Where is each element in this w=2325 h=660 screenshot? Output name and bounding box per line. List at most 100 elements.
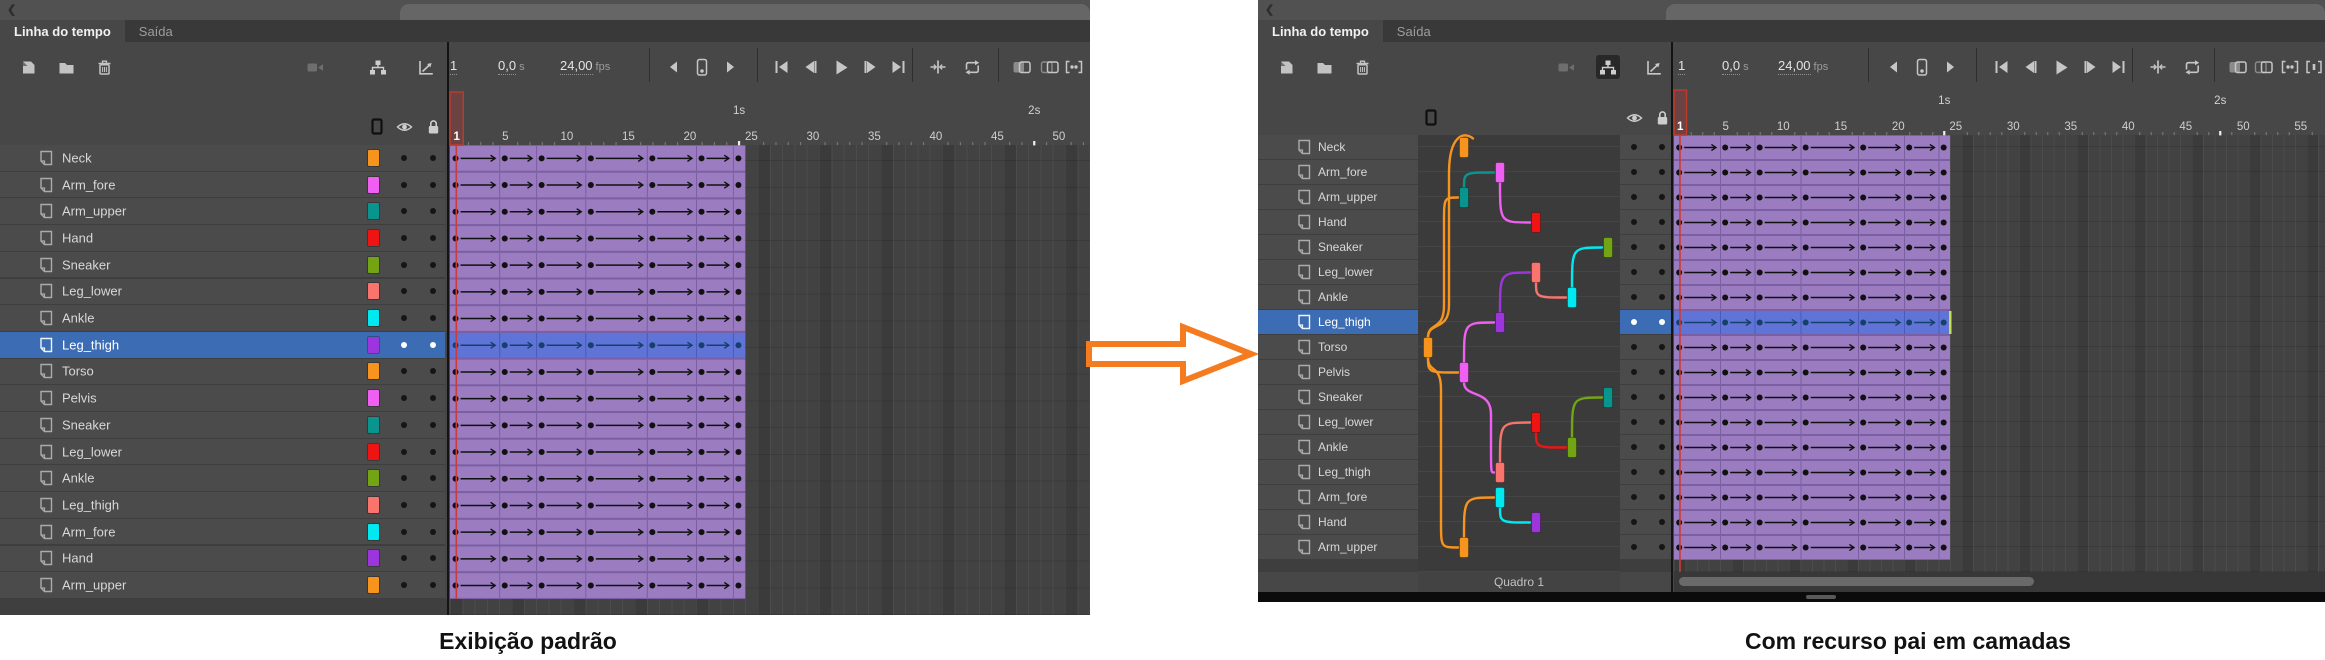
layer-outline-color-swatch[interactable] — [368, 256, 379, 273]
layer-lock-dot[interactable] — [1659, 294, 1665, 300]
layer-visibility-dot[interactable] — [401, 181, 407, 188]
add-camera-icon[interactable] — [1554, 55, 1578, 79]
new-layer-icon[interactable] — [16, 55, 40, 79]
show-hide-all-layers-icon[interactable] — [396, 121, 413, 133]
layer-name[interactable]: Pelvis — [62, 390, 97, 406]
loop-playback-icon[interactable] — [2180, 55, 2204, 79]
layer-visibility-dot[interactable] — [1631, 444, 1637, 450]
go-to-last-frame-icon[interactable] — [886, 55, 910, 79]
layer-visibility-dot[interactable] — [401, 234, 407, 241]
layer-name[interactable]: Leg_thigh — [1318, 315, 1371, 329]
layer-name[interactable]: Hand — [62, 230, 94, 246]
layer-row[interactable]: Leg_thigh — [0, 492, 445, 518]
layer-name[interactable]: Arm_fore — [1318, 165, 1368, 179]
layer-name[interactable]: Hand — [1318, 515, 1347, 529]
layer-name[interactable]: Neck — [1318, 140, 1346, 154]
new-layer-icon[interactable] — [1274, 55, 1298, 79]
layer-lock-dot[interactable] — [430, 368, 436, 375]
layer-name[interactable]: Leg_thigh — [62, 337, 120, 353]
layer-row[interactable]: Ankle — [0, 305, 445, 331]
layer-visibility-dot[interactable] — [401, 448, 407, 455]
layer-lock-dot[interactable] — [1659, 444, 1665, 450]
layer-name[interactable]: Leg_thigh — [62, 497, 120, 513]
layer-name[interactable]: Neck — [62, 150, 92, 166]
layer-name[interactable]: Hand — [62, 550, 94, 566]
layer-row[interactable]: Leg_lower — [1258, 260, 1671, 284]
layer-visibility-dot[interactable] — [1631, 469, 1637, 475]
layer-lock-dot[interactable] — [430, 341, 436, 348]
layer-row[interactable]: Torso — [1258, 335, 1671, 359]
layer-lock-dot[interactable] — [1659, 169, 1665, 175]
layer-outline-color-swatch[interactable] — [368, 203, 379, 220]
lock-unlock-all-layers-icon[interactable] — [426, 119, 441, 135]
layer-lock-dot[interactable] — [430, 234, 436, 241]
layer-name[interactable]: Arm_upper — [1318, 540, 1378, 554]
previous-frame-icon[interactable] — [1882, 55, 1906, 79]
layer-lock-dot[interactable] — [430, 448, 436, 455]
layer-name[interactable]: Sneaker — [62, 257, 111, 273]
layer-outline-color-swatch[interactable] — [368, 416, 379, 433]
current-frame-icon[interactable] — [1910, 55, 1934, 79]
layer-row[interactable]: Leg_thigh — [0, 331, 445, 358]
layer-visibility-dot[interactable] — [1631, 169, 1637, 175]
edit-multiple-frames-icon[interactable] — [2278, 55, 2302, 79]
layer-visibility-dot[interactable] — [1631, 394, 1637, 400]
layer-row[interactable]: Leg_lower — [0, 278, 445, 305]
layer-name[interactable]: Arm_upper — [62, 577, 127, 593]
layer-name[interactable]: Sneaker — [1318, 390, 1363, 404]
layer-lock-dot[interactable] — [430, 475, 436, 482]
loop-playback-icon[interactable] — [960, 55, 984, 79]
step-forward-icon[interactable] — [858, 55, 882, 79]
layer-row[interactable]: Sneaker — [0, 251, 445, 278]
layer-lock-dot[interactable] — [1659, 369, 1665, 375]
layer-lock-dot[interactable] — [1659, 244, 1665, 250]
layer-row[interactable]: Arm_upper — [0, 198, 445, 225]
layer-lock-dot[interactable] — [430, 421, 436, 428]
layer-lock-dot[interactable] — [1659, 469, 1665, 475]
lock-unlock-all-layers-icon[interactable] — [1655, 110, 1670, 126]
layer-parenting-view-icon[interactable] — [1596, 55, 1620, 79]
delete-layer-icon[interactable] — [1350, 55, 1374, 79]
collapse-chevron-icon[interactable]: ❮ — [7, 4, 17, 16]
layer-visibility-dot[interactable] — [401, 395, 407, 402]
tab-linha-do-tempo[interactable]: Linha do tempo — [1258, 20, 1383, 42]
current-frame-value[interactable]: 1 — [450, 58, 458, 75]
layer-parenting-view-icon[interactable] — [366, 55, 390, 79]
layer-lock-dot[interactable] — [430, 208, 436, 215]
layer-row[interactable]: Leg_lower — [0, 438, 445, 465]
layer-visibility-dot[interactable] — [1631, 319, 1637, 325]
layer-outline-color-swatch[interactable] — [368, 390, 379, 407]
layer-visibility-dot[interactable] — [401, 421, 407, 428]
step-back-icon[interactable] — [799, 55, 823, 79]
layer-lock-dot[interactable] — [430, 315, 436, 322]
layer-row[interactable]: Sneaker — [1258, 235, 1671, 259]
layer-visibility-dot[interactable] — [1631, 519, 1637, 525]
layer-name[interactable]: Arm_fore — [62, 524, 116, 540]
layer-row[interactable]: Hand — [1258, 210, 1671, 234]
collapse-chevron-icon[interactable]: ❮ — [1265, 4, 1275, 16]
layer-name[interactable]: Leg_thigh — [1318, 465, 1371, 479]
layer-outline-color-swatch[interactable] — [368, 470, 379, 487]
layer-visibility-dot[interactable] — [401, 208, 407, 215]
layer-outline-color-swatch[interactable] — [368, 176, 379, 193]
layer-visibility-dot[interactable] — [1631, 419, 1637, 425]
layer-lock-dot[interactable] — [430, 555, 436, 562]
new-folder-icon[interactable] — [54, 55, 78, 79]
timeline-scrollbar-thumb[interactable] — [1679, 577, 2034, 586]
layer-lock-dot[interactable] — [1659, 319, 1665, 325]
outline-color-column-icon[interactable] — [1425, 109, 1437, 126]
layer-outline-color-swatch[interactable] — [368, 229, 379, 246]
onion-skin-outlines-icon[interactable] — [1038, 55, 1062, 79]
layer-name[interactable]: Sneaker — [1318, 240, 1363, 254]
layer-outline-color-swatch[interactable] — [368, 149, 379, 166]
frame-rate-value[interactable]: 24,00 fps — [560, 58, 611, 75]
layer-name[interactable]: Arm_upper — [1318, 190, 1378, 204]
tab-linha-do-tempo[interactable]: Linha do tempo — [0, 20, 125, 42]
layer-row[interactable]: Hand — [0, 225, 445, 251]
panel-drag-pill[interactable] — [1666, 4, 2325, 20]
layer-lock-dot[interactable] — [430, 582, 436, 589]
layer-row[interactable]: Torso — [0, 358, 445, 385]
graph-editor-icon[interactable] — [414, 55, 438, 79]
layer-row[interactable]: Pelvis — [1258, 360, 1671, 384]
current-frame-icon[interactable] — [690, 55, 714, 79]
